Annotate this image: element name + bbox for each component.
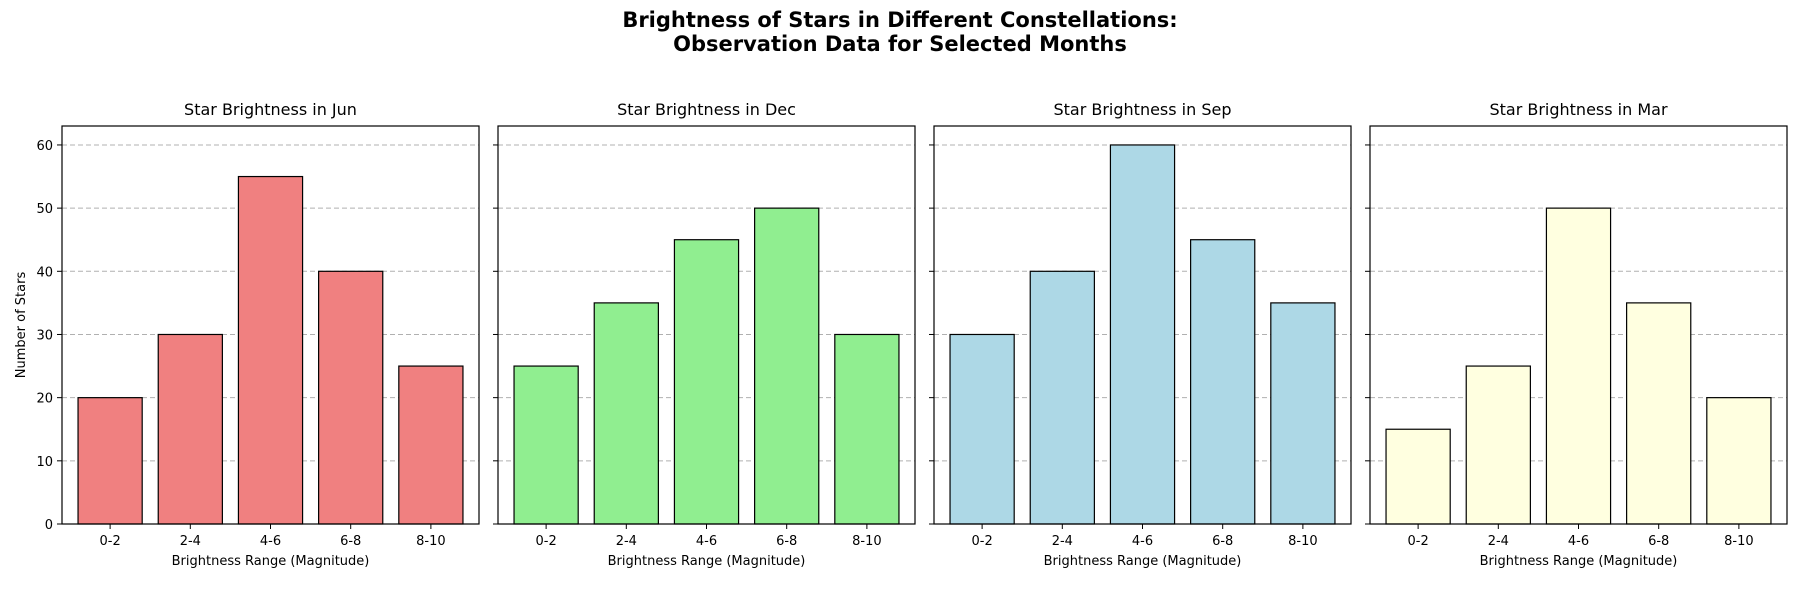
panel-title: Star Brightness in Sep [1053,100,1231,119]
bar-8-10 [1270,302,1336,525]
y-tick-label: 50 [36,202,53,217]
bar-0-2 [77,397,143,525]
panel-title: Star Brightness in Jun [184,100,357,119]
bar-6-8 [318,270,384,525]
y-tick-label: 0 [45,518,53,533]
x-tick-label: 4-6 [1132,534,1153,549]
y-tick-label: 10 [36,455,53,470]
figure-title: Brightness of Stars in Different Constel… [0,8,1800,56]
x-tick-label: 2-4 [1052,534,1073,549]
y-tick-label: 60 [36,139,53,154]
bar-6-8 [1190,239,1256,525]
bar-2-4 [1029,270,1095,525]
y-axis-label: Number of Stars [14,272,29,379]
x-tick-label: 2-4 [1488,534,1509,549]
bar-2-4 [1465,365,1531,525]
bar-4-6 [673,239,740,525]
x-tick-label: 0-2 [971,534,992,549]
x-axis-label: Brightness Range (Magnitude) [1044,554,1242,569]
y-tick-label: 40 [36,265,53,280]
x-tick-label: 0-2 [99,534,120,549]
panel-title: Star Brightness in Mar [1489,100,1667,119]
x-tick-label: 0-2 [535,534,556,549]
panel-title: Star Brightness in Dec [617,100,796,119]
bar-4-6 [1109,144,1176,525]
x-axis-label: Brightness Range (Magnitude) [1480,554,1678,569]
bar-0-2 [513,365,579,525]
bar-2-4 [157,333,223,525]
y-tick-label: 20 [36,392,53,407]
bar-8-10 [1706,397,1772,525]
x-tick-label: 6-8 [776,534,797,549]
bar-0-2 [1385,428,1451,525]
figure-title-line-2: Observation Data for Selected Months [673,32,1127,56]
x-tick-label: 4-6 [260,534,281,549]
bar-4-6 [1545,207,1612,525]
x-tick-label: 2-4 [180,534,201,549]
x-tick-label: 8-10 [1724,534,1754,549]
x-tick-label: 4-6 [696,534,717,549]
x-tick-label: 2-4 [616,534,637,549]
bar-8-10 [834,333,900,525]
figure-title-line-1: Brightness of Stars in Different Constel… [622,8,1178,32]
bar-8-10 [398,365,464,525]
x-axis-label: Brightness Range (Magnitude) [172,554,370,569]
bar-0-2 [949,333,1015,525]
bar-4-6 [237,175,304,525]
x-tick-label: 8-10 [416,534,446,549]
bar-6-8 [1626,302,1692,525]
x-tick-label: 6-8 [1648,534,1669,549]
bar-2-4 [593,302,659,525]
x-axis-label: Brightness Range (Magnitude) [608,554,806,569]
x-tick-label: 8-10 [852,534,882,549]
x-tick-label: 8-10 [1288,534,1318,549]
bar-6-8 [754,207,820,525]
y-tick-label: 30 [36,328,53,343]
x-tick-label: 6-8 [1212,534,1233,549]
x-tick-label: 4-6 [1568,534,1589,549]
x-tick-label: 0-2 [1407,534,1428,549]
x-tick-label: 6-8 [340,534,361,549]
